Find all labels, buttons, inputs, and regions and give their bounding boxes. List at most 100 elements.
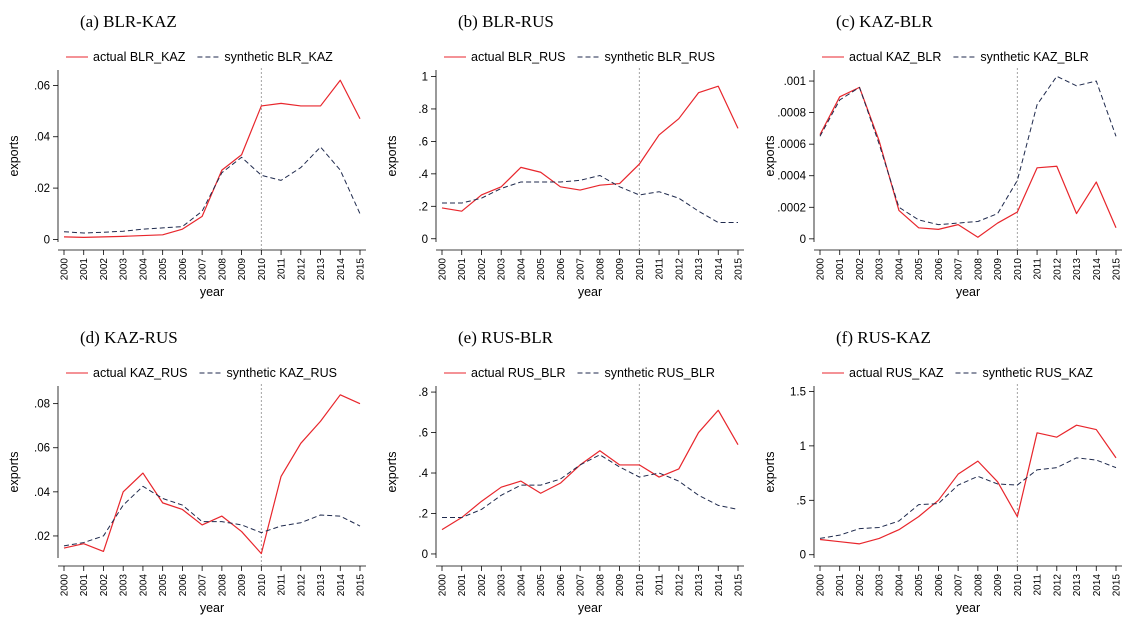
- x-tick-label: 2000: [438, 574, 449, 597]
- x-tick-label: 2011: [1033, 574, 1044, 596]
- x-tick-label: 2007: [198, 574, 209, 597]
- x-tick-label: 2000: [816, 574, 827, 597]
- y-tick-label: 1: [422, 71, 428, 83]
- y-axis-label: exports: [763, 136, 777, 177]
- x-tick-label: 2007: [954, 574, 965, 597]
- y-tick-label: .0008: [777, 108, 806, 120]
- y-tick-label: 0: [422, 234, 428, 246]
- x-tick-label: 2010: [635, 574, 646, 597]
- chart-a: (a) BLR-KAZ actual BLR_KAZ synthetic BLR_K…: [7, 12, 367, 299]
- legend-label-actual: actual BLR_RUS: [471, 50, 566, 64]
- x-axis-label: year: [578, 601, 602, 615]
- y-tick-label: .0006: [777, 139, 806, 151]
- y-tick-label: .0004: [777, 171, 806, 183]
- panel-a: (a) BLR-KAZ actual BLR_KAZ synthetic BLR_K…: [0, 0, 378, 316]
- x-tick-label: 2003: [875, 574, 886, 597]
- y-axis-label: exports: [7, 136, 21, 177]
- x-tick-label: 2001: [835, 574, 846, 597]
- legend: actual BLR_RUS synthetic BLR_RUS: [444, 50, 715, 64]
- x-tick-label: 2010: [1013, 258, 1024, 281]
- x-tick-label: 2005: [914, 574, 925, 597]
- x-tick-label: 2005: [914, 258, 925, 281]
- legend-label-actual: actual BLR_KAZ: [93, 50, 186, 64]
- x-tick-label: 2014: [336, 574, 347, 597]
- x-tick-label: 2011: [655, 574, 666, 596]
- legend: actual KAZ_BLR synthetic KAZ_BLR: [822, 50, 1089, 64]
- x-tick-label: 2014: [336, 258, 347, 281]
- x-tick-label: 2002: [99, 574, 110, 597]
- legend-label-actual: actual RUS_KAZ: [849, 366, 944, 380]
- x-tick-label: 2008: [973, 574, 984, 597]
- x-tick-label: 2010: [1013, 574, 1024, 597]
- x-tick-label: 2001: [79, 574, 90, 597]
- y-tick-label: 1: [800, 441, 806, 453]
- legend-label-actual: actual KAZ_BLR: [849, 50, 941, 64]
- panel-title: (e) RUS-BLR: [458, 328, 554, 347]
- x-tick-label: 2007: [576, 574, 587, 597]
- y-tick-label: .04: [34, 132, 51, 144]
- x-tick-label: 2014: [714, 574, 725, 597]
- legend-label-synthetic: synthetic RUS_KAZ: [982, 366, 1093, 380]
- x-tick-label: 2005: [536, 574, 547, 597]
- x-tick-label: 2003: [497, 574, 508, 597]
- series-line-actual: [819, 424, 1117, 545]
- x-tick-label: 2004: [138, 574, 149, 597]
- x-tick-label: 2009: [615, 574, 626, 597]
- x-tick-label: 2013: [694, 574, 705, 597]
- x-tick-label: 2009: [993, 258, 1004, 281]
- x-tick-label: 2006: [934, 258, 945, 281]
- x-tick-label: 2011: [655, 258, 666, 280]
- legend-label-actual: actual KAZ_RUS: [93, 366, 187, 380]
- x-tick-label: 2003: [497, 258, 508, 281]
- x-tick-label: 2003: [875, 258, 886, 281]
- panel-title: (a) BLR-KAZ: [80, 12, 177, 31]
- panel-e: (e) RUS-BLR actual RUS_BLR synthetic RUS_B…: [378, 316, 756, 632]
- panel-title: (d) KAZ-RUS: [80, 328, 178, 347]
- x-tick-label: 2014: [714, 258, 725, 281]
- x-tick-label: 2012: [674, 574, 685, 597]
- x-tick-label: 2015: [1112, 574, 1123, 597]
- series-line-actual: [63, 394, 361, 555]
- x-tick-label: 2004: [894, 258, 905, 281]
- chart-e: (e) RUS-BLR actual RUS_BLR synthetic RUS_B…: [385, 328, 745, 615]
- legend: actual RUS_BLR synthetic RUS_BLR: [444, 366, 715, 380]
- x-tick-label: 2013: [1072, 258, 1083, 281]
- panel-b: (b) BLR-RUS actual BLR_RUS synthetic BLR_R…: [378, 0, 756, 316]
- x-tick-label: 2011: [1033, 258, 1044, 280]
- x-tick-label: 2012: [674, 258, 685, 281]
- legend: actual RUS_KAZ synthetic RUS_KAZ: [822, 366, 1093, 380]
- y-tick-label: .8: [418, 387, 428, 399]
- y-tick-label: .4: [418, 169, 428, 181]
- x-tick-label: 2002: [855, 574, 866, 597]
- series-line-synthetic: [819, 457, 1117, 539]
- y-tick-label: .06: [34, 80, 50, 92]
- x-tick-label: 2012: [296, 574, 307, 597]
- x-tick-label: 2000: [816, 258, 827, 281]
- x-tick-label: 2001: [457, 574, 468, 597]
- x-tick-label: 2006: [178, 258, 189, 281]
- y-axis-label: exports: [763, 452, 777, 493]
- x-tick-label: 2006: [556, 258, 567, 281]
- panel-title: (b) BLR-RUS: [458, 12, 554, 31]
- y-tick-label: .08: [34, 399, 50, 411]
- x-tick-label: 2011: [277, 258, 288, 280]
- x-axis-label: year: [956, 285, 980, 299]
- x-axis-label: year: [956, 601, 980, 615]
- x-tick-label: 2002: [99, 258, 110, 281]
- x-tick-label: 2013: [1072, 574, 1083, 597]
- series-line-actual: [63, 79, 361, 238]
- series-line-synthetic: [63, 485, 361, 547]
- series-line-actual: [441, 409, 739, 531]
- y-tick-label: 0: [800, 234, 806, 246]
- x-tick-label: 2015: [356, 574, 367, 597]
- x-tick-label: 2003: [119, 574, 130, 597]
- x-tick-label: 2015: [356, 258, 367, 281]
- x-tick-label: 2008: [217, 258, 228, 281]
- y-tick-label: .001: [784, 76, 806, 88]
- x-axis-label: year: [578, 285, 602, 299]
- x-tick-label: 2015: [734, 258, 745, 281]
- x-tick-label: 2010: [635, 258, 646, 281]
- y-axis-label: exports: [7, 452, 21, 493]
- y-tick-label: .2: [418, 508, 428, 520]
- x-axis-label: year: [200, 601, 224, 615]
